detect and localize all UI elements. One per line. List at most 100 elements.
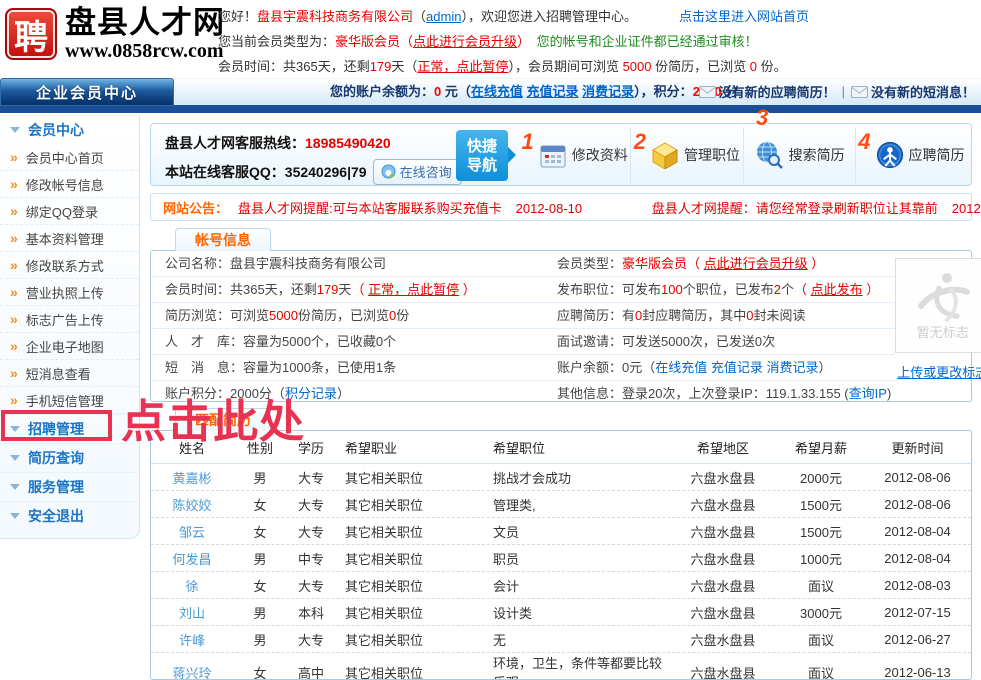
resume-updated: 2012-08-04 bbox=[864, 551, 971, 566]
hotline-label: 盘县人才网客服热线： bbox=[165, 135, 305, 151]
person-icon bbox=[876, 141, 904, 169]
quicknav-search-resumes[interactable]: 3 搜索简历 bbox=[743, 127, 855, 183]
resume-position: 职员 bbox=[483, 549, 668, 568]
message-status-bar: 没有新的应聘简历！ | 没有新的短消息！ bbox=[699, 78, 975, 105]
member-type-line: 您当前会员类型为：豪华版会员（点此进行会员升级） 您的帐号和企业证件都已经通过审… bbox=[218, 29, 978, 54]
recharge-record-link[interactable]: 充值记录 bbox=[527, 84, 579, 99]
announcement-date: 2012-08-10 bbox=[516, 201, 583, 216]
sidebar-item[interactable]: » 修改帐号信息 bbox=[0, 171, 139, 198]
site-logo[interactable]: 聘 盘县人才网 www.0858rcw.com bbox=[5, 6, 225, 62]
sms-cell: 短 消 息：容量为1000条，已使用1条 bbox=[151, 355, 543, 380]
sidebar-item-label: 绑定QQ登录 bbox=[26, 202, 98, 221]
label: 短 消 息： bbox=[165, 360, 243, 375]
resume-gender: 女 bbox=[233, 522, 287, 541]
sidebar-item[interactable]: » 标志广告上传 bbox=[0, 306, 139, 333]
resume-position: 管理类, bbox=[483, 495, 668, 514]
quicknav-manage-jobs[interactable]: 2 管理职位 bbox=[630, 127, 742, 183]
upload-logo-link[interactable]: 上传或更改标志 bbox=[897, 362, 981, 381]
pause-link[interactable]: 正常，点此暂停 bbox=[417, 59, 508, 74]
resume-name-link[interactable]: 黄嘉彬 bbox=[151, 468, 233, 487]
home-link[interactable]: 点击这里进入网站首页 bbox=[679, 9, 809, 24]
resume-education: 大专 bbox=[287, 495, 335, 514]
greeting-line: 您好！盘县宇震科技商务有限公司（admin），欢迎您进入招聘管理中心。点击这里进… bbox=[218, 4, 978, 29]
account-row: 短 消 息：容量为1000条，已使用1条 账户余额：0元（在线充值 充值记录 消… bbox=[151, 355, 895, 381]
resume-career: 其它相关职位 bbox=[335, 603, 483, 622]
sidebar-item[interactable]: » 修改联系方式 bbox=[0, 252, 139, 279]
sidebar-section[interactable]: 简历查询 bbox=[0, 443, 139, 472]
company-name-cell: 公司名称：盘县宇震科技商务有限公司 bbox=[151, 251, 543, 276]
upgrade-link[interactable]: 点此进行会员升级 bbox=[413, 34, 517, 49]
no-new-applications[interactable]: 没有新的应聘简历！ bbox=[699, 82, 836, 101]
value: 可发送5000次，已发送0次 bbox=[622, 334, 775, 349]
no-new-messages-text: 没有新的短消息！ bbox=[871, 82, 975, 101]
quicknav-edit-profile[interactable]: 1 修改资料 bbox=[519, 127, 630, 183]
consume-record-link[interactable]: 消费记录 bbox=[582, 84, 634, 99]
consume-record-link[interactable]: 消费记录 bbox=[767, 360, 819, 375]
username-link[interactable]: admin bbox=[426, 9, 461, 24]
sidebar-item[interactable]: » 短消息查看 bbox=[0, 360, 139, 387]
days-left: 179 bbox=[370, 59, 392, 74]
resume-name-link[interactable]: 邹云 bbox=[151, 522, 233, 541]
annotation-highlight-box bbox=[1, 410, 112, 441]
resume-salary: 面议 bbox=[778, 630, 864, 649]
recharge-link[interactable]: 在线充值 bbox=[471, 84, 523, 99]
label: 人 才 库： bbox=[165, 334, 243, 349]
sidebar-section-member-center[interactable]: 会员中心 bbox=[0, 115, 139, 144]
resume-name-link[interactable]: 陈姣姣 bbox=[151, 495, 233, 514]
sidebar-item-label: 短消息查看 bbox=[26, 364, 91, 383]
sidebar-section[interactable]: 安全退出 bbox=[0, 501, 139, 530]
text: 登录20次，上次登录IP：119.1.33.155 ( bbox=[622, 386, 849, 401]
matching-resumes-box: 姓名 性别 学历 希望职业 希望职位 希望地区 希望月薪 更新时间 黄嘉彬 男 … bbox=[150, 430, 972, 680]
arrow-icon: » bbox=[10, 339, 18, 353]
pause-link[interactable]: 正常，点此暂停 bbox=[368, 282, 459, 297]
sidebar-item[interactable]: » 绑定QQ登录 bbox=[0, 198, 139, 225]
quicknav-text-1: 快捷 bbox=[467, 137, 497, 156]
table-row: 徐 女 大专 其它相关职位 会计 六盘水盘县 面议 2012-08-03 bbox=[151, 572, 971, 599]
resume-region: 六盘水盘县 bbox=[668, 630, 778, 649]
upgrade-link[interactable]: 点此进行会员升级 bbox=[704, 256, 808, 271]
resume-name-link[interactable]: 徐 bbox=[151, 576, 233, 595]
envelope-icon bbox=[699, 86, 716, 98]
sidebar-item[interactable]: » 营业执照上传 bbox=[0, 279, 139, 306]
applications-cell: 应聘简历：有0封应聘简历，其中0封未阅读 bbox=[543, 303, 895, 328]
resume-updated: 2012-08-06 bbox=[864, 470, 971, 485]
member-type-cell: 会员类型：豪华版会员（ 点此进行会员升级 ） bbox=[543, 251, 895, 276]
resume-name-link[interactable]: 许峰 bbox=[151, 630, 233, 649]
resume-name-link[interactable]: 蒋兴玲 bbox=[151, 663, 233, 680]
table-row: 黄嘉彬 男 大专 其它相关职位 挑战才会成功 六盘水盘县 2000元 2012-… bbox=[151, 464, 971, 491]
resume-salary: 面议 bbox=[778, 576, 864, 595]
sidebar-section-label: 服务管理 bbox=[28, 477, 84, 497]
value: 容量为1000条，已使用1条 bbox=[243, 360, 396, 375]
online-consult-button[interactable]: 在线咨询 bbox=[373, 159, 462, 185]
paren: ） bbox=[808, 256, 825, 271]
sidebar-item-label: 基本资料管理 bbox=[26, 229, 104, 248]
step-number: 2 bbox=[634, 129, 646, 155]
tab-enterprise-member-center[interactable]: 企业会员中心 bbox=[0, 78, 174, 106]
recharge-link[interactable]: 在线充值 bbox=[655, 360, 707, 375]
recharge-record-link[interactable]: 充值记录 bbox=[711, 360, 763, 375]
step-number: 4 bbox=[858, 129, 870, 155]
sidebar-item[interactable]: » 企业电子地图 bbox=[0, 333, 139, 360]
sidebar-item[interactable]: » 会员中心首页 bbox=[0, 144, 139, 171]
table-row: 邹云 女 大专 其它相关职位 文员 六盘水盘县 1500元 2012-08-04 bbox=[151, 518, 971, 545]
resume-education: 高中 bbox=[287, 663, 335, 680]
table-row: 刘山 男 本科 其它相关职位 设计类 六盘水盘县 3000元 2012-07-1… bbox=[151, 599, 971, 626]
resume-name-link[interactable]: 何发昌 bbox=[151, 549, 233, 568]
header-info-lines: 您好！盘县宇震科技商务有限公司（admin），欢迎您进入招聘管理中心。点击这里进… bbox=[218, 4, 978, 79]
text: 封未阅读 bbox=[754, 308, 806, 323]
verified-text: 您的帐号和企业证件都已经通过审核！ bbox=[537, 34, 758, 49]
resume-education: 大专 bbox=[287, 576, 335, 595]
post-job-link[interactable]: 点此发布 bbox=[811, 282, 863, 297]
sidebar-section[interactable]: 服务管理 bbox=[0, 472, 139, 501]
value: 盘县宇震科技商务有限公司 bbox=[230, 256, 386, 271]
no-new-messages[interactable]: 没有新的短消息！ bbox=[851, 82, 975, 101]
paren: ） bbox=[819, 360, 832, 375]
quicknav-applications[interactable]: 4 应聘简历 bbox=[855, 127, 967, 183]
resume-name-link[interactable]: 刘山 bbox=[151, 603, 233, 622]
sidebar-item[interactable]: » 基本资料管理 bbox=[0, 225, 139, 252]
text: 个职位，已发布 bbox=[683, 282, 774, 297]
query-ip-link[interactable]: 查询IP bbox=[849, 386, 887, 401]
